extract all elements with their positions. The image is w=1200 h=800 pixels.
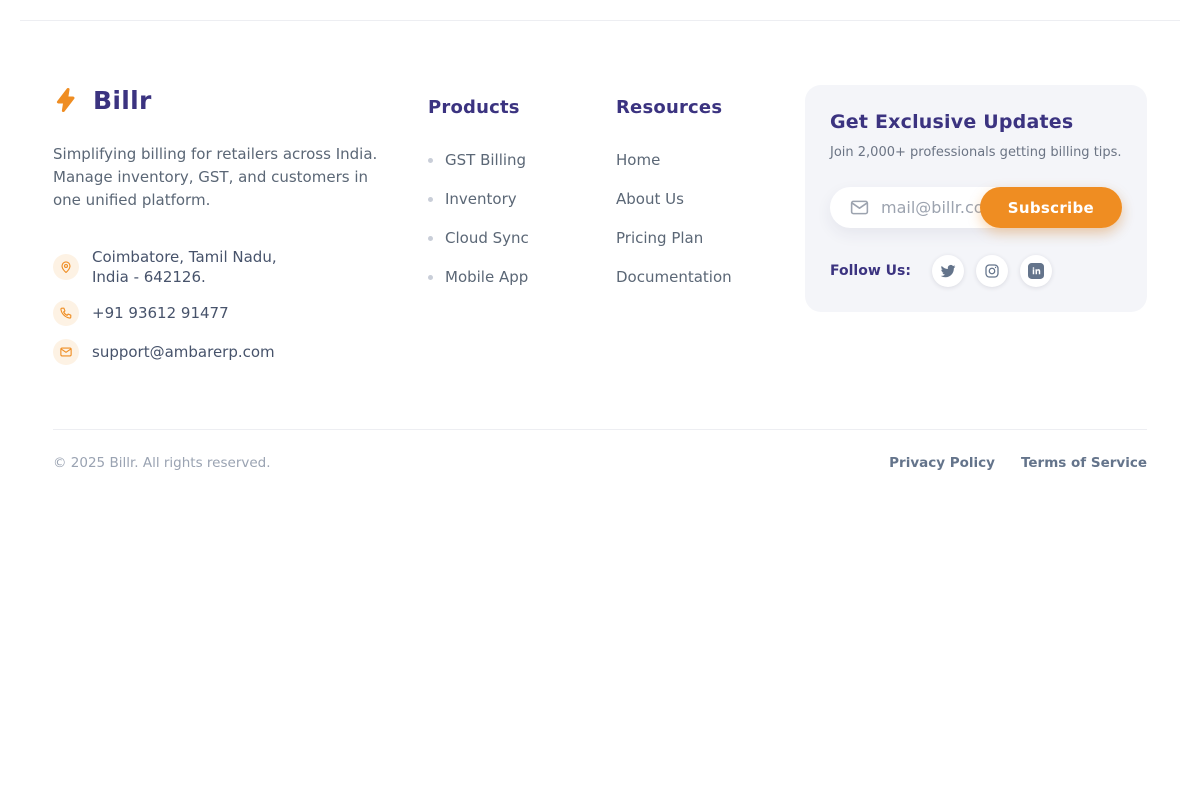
subscribe-form: Subscribe bbox=[830, 187, 1122, 228]
product-link-mobile-app[interactable]: Mobile App bbox=[428, 268, 616, 286]
product-link-gst-billing[interactable]: GST Billing bbox=[428, 151, 616, 169]
email-address[interactable]: support@ambarerp.com bbox=[92, 343, 275, 361]
privacy-policy-link[interactable]: Privacy Policy bbox=[889, 455, 995, 471]
footer-about-column: Billr Simplifying billing for retailers … bbox=[53, 85, 428, 365]
address-line-1: Coimbatore, Tamil Nadu, bbox=[92, 248, 277, 266]
brand-tagline: Simplifying billing for retailers across… bbox=[53, 143, 428, 212]
subscribe-button[interactable]: Subscribe bbox=[979, 187, 1122, 228]
newsletter-card: Get Exclusive Updates Join 2,000+ profes… bbox=[805, 85, 1147, 312]
brand-logo[interactable]: Billr bbox=[53, 85, 428, 115]
footer-resources-column: Resources Home About Us Pricing Plan Doc… bbox=[616, 85, 805, 307]
bolt-icon bbox=[56, 87, 75, 113]
phone-number[interactable]: +91 93612 91477 bbox=[92, 304, 229, 322]
resource-link-about-us[interactable]: About Us bbox=[616, 190, 684, 208]
linkedin-icon[interactable] bbox=[1019, 255, 1052, 287]
footer: Billr Simplifying billing for retailers … bbox=[0, 21, 1200, 496]
twitter-icon[interactable] bbox=[931, 255, 964, 287]
phone-icon bbox=[53, 300, 79, 326]
footer-newsletter-column: Get Exclusive Updates Join 2,000+ profes… bbox=[805, 85, 1147, 312]
tagline-line: one unified platform. bbox=[53, 191, 211, 209]
resources-links: Home About Us Pricing Plan Documentation bbox=[616, 151, 805, 286]
products-heading: Products bbox=[428, 97, 520, 118]
legal-links: Privacy Policy Terms of Service bbox=[889, 455, 1147, 471]
products-links: GST Billing Inventory Cloud Sync Mobile … bbox=[428, 151, 616, 286]
resource-link-pricing-plan[interactable]: Pricing Plan bbox=[616, 229, 704, 247]
product-link-cloud-sync[interactable]: Cloud Sync bbox=[428, 229, 616, 247]
footer-grid: Billr Simplifying billing for retailers … bbox=[53, 85, 1147, 365]
contact-phone: +91 93612 91477 bbox=[53, 300, 428, 326]
follow-row: Follow Us: bbox=[830, 255, 1122, 287]
resource-link-home[interactable]: Home bbox=[616, 151, 661, 169]
tagline-line: Simplifying billing for retailers across… bbox=[53, 145, 378, 163]
bottom-divider bbox=[53, 429, 1147, 430]
instagram-icon[interactable] bbox=[975, 255, 1008, 287]
copyright-text: © 2025 Billr. All rights reserved. bbox=[53, 455, 271, 471]
contact-address: Coimbatore, Tamil Nadu, India - 642126. bbox=[53, 247, 428, 287]
follow-us-label: Follow Us: bbox=[830, 263, 911, 279]
newsletter-heading: Get Exclusive Updates bbox=[830, 111, 1074, 133]
envelope-icon bbox=[53, 339, 79, 365]
top-nav-strip bbox=[0, 0, 1200, 20]
product-link-inventory[interactable]: Inventory bbox=[428, 190, 616, 208]
resource-link-documentation[interactable]: Documentation bbox=[616, 268, 732, 286]
contact-list: Coimbatore, Tamil Nadu, India - 642126. … bbox=[53, 247, 428, 365]
footer-products-column: Products GST Billing Inventory Cloud Syn… bbox=[428, 85, 616, 307]
brand-name: Billr bbox=[93, 85, 152, 115]
address-text: Coimbatore, Tamil Nadu, India - 642126. bbox=[92, 247, 277, 287]
mail-input-icon bbox=[850, 200, 869, 215]
address-line-2: India - 642126. bbox=[92, 268, 206, 286]
resources-heading: Resources bbox=[616, 97, 723, 118]
map-pin-icon bbox=[53, 254, 79, 280]
terms-of-service-link[interactable]: Terms of Service bbox=[1020, 455, 1147, 471]
bottom-bar: © 2025 Billr. All rights reserved. Priva… bbox=[53, 430, 1147, 496]
contact-email: support@ambarerp.com bbox=[53, 339, 428, 365]
newsletter-subtitle: Join 2,000+ professionals getting billin… bbox=[830, 145, 1122, 160]
tagline-line: Manage inventory, GST, and customers in bbox=[53, 168, 368, 186]
top-divider bbox=[20, 20, 1180, 21]
